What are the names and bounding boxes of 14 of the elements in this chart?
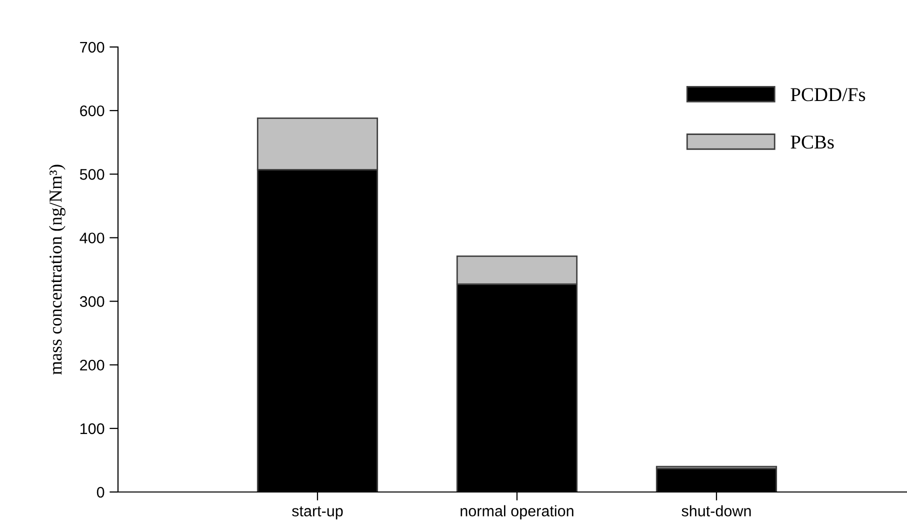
x-tick-label: normal operation — [460, 505, 574, 520]
y-tick-label: 600 — [80, 105, 104, 116]
y-tick-label: 400 — [80, 232, 104, 244]
y-tick-label: 700 — [80, 42, 104, 53]
y-tick-label: 200 — [80, 360, 104, 371]
y-tick-label: 500 — [80, 169, 104, 180]
legend-label: PCDD/Fs — [790, 88, 866, 102]
legend-label: PCBs — [790, 136, 834, 149]
x-tick-label: shut-down — [682, 505, 751, 516]
x-tick-label: start-up — [292, 506, 343, 520]
y-axis-title: mass concentration (ng/Nm³) — [49, 164, 66, 375]
y-tick-label: 300 — [80, 296, 104, 307]
y-tick-label: 0 — [96, 486, 104, 498]
y-tick-label: 100 — [80, 423, 104, 434]
